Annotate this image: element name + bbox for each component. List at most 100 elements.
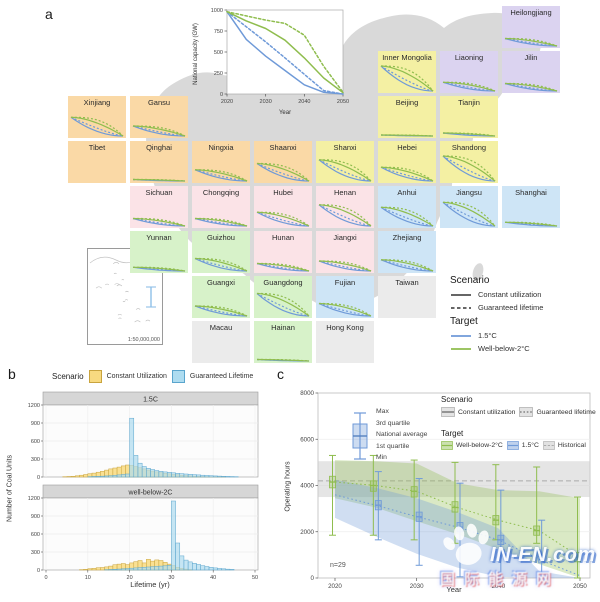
province-tile-hubei: Hubei <box>254 186 312 228</box>
province-sparkline <box>256 211 310 227</box>
province-tile-gansu: Gansu <box>130 96 188 138</box>
inset-x-axis-label: Year <box>279 110 291 116</box>
province-label: Henan <box>333 188 357 197</box>
province-tile-anhui: Anhui <box>378 186 436 228</box>
target-legend-title: Target <box>450 316 478 327</box>
sample-size-annotation: n=29 <box>330 562 346 569</box>
svg-text:2030: 2030 <box>410 583 424 590</box>
province-tile-jiangxi: Jiangxi <box>316 231 374 273</box>
national-capacity-series <box>226 10 344 94</box>
svg-text:0: 0 <box>220 92 223 98</box>
svg-text:0: 0 <box>311 575 315 582</box>
south-china-sea-inset: 1:50,000,000 <box>87 248 163 345</box>
province-tile-tianjin: Tianjin <box>440 96 498 138</box>
province-label: Jiangxi <box>333 233 357 242</box>
solid-line-icon <box>451 293 471 296</box>
panel-c-label: c <box>277 366 284 382</box>
province-tile-inner-mongolia: Inner Mongolia <box>378 51 436 93</box>
svg-text:50: 50 <box>252 575 258 581</box>
province-label: Taiwan <box>395 278 419 287</box>
legend-item-15c: 1.5°C <box>506 441 539 450</box>
province-tile-shaanxi: Shaanxi <box>254 141 312 183</box>
province-sparkline <box>380 65 434 92</box>
province-sparkline <box>318 260 372 272</box>
panel-a-label: a <box>45 6 53 22</box>
svg-text:8000: 8000 <box>300 390 314 397</box>
province-sparkline <box>194 257 248 272</box>
province-sparkline <box>442 81 496 92</box>
province-tile-heilongjiang: Heilongjiang <box>502 6 560 48</box>
dotted-ribbon-icon <box>519 407 534 417</box>
svg-text:20: 20 <box>127 575 133 581</box>
band-green <box>335 460 580 578</box>
national-capacity-series <box>226 10 344 95</box>
province-tile-henan: Henan <box>316 186 374 228</box>
province-label: Anhui <box>397 188 417 197</box>
province-label: Gansu <box>147 98 171 107</box>
svg-text:30: 30 <box>168 575 174 581</box>
legend-item-well-below-2c: Well-below-2°C <box>450 344 580 353</box>
histogram-y-axis-label: Number of Coal Units <box>6 455 14 522</box>
inset-y-axis-label: National capacity (GW) <box>193 23 199 85</box>
svg-text:0: 0 <box>44 575 47 581</box>
green-ribbon-icon <box>441 441 453 450</box>
national-capacity-series <box>226 10 344 94</box>
province-label: Hebei <box>397 143 417 152</box>
province-sparkline <box>194 305 248 317</box>
legend-item-guaranteed-lifetime: Guaranteed lifetime <box>519 407 596 417</box>
province-tile-guangdong: Guangdong <box>254 276 312 318</box>
province-label: Sichuan <box>145 188 173 197</box>
historical-band <box>318 461 590 498</box>
province-tile-beijing: Beijing <box>378 96 436 138</box>
province-label: Yunnan <box>146 233 172 242</box>
province-tile-shandong: Shandong <box>440 141 498 183</box>
boxplot-key: Max 3rd quartile National average 1st qu… <box>350 406 427 466</box>
histogram-x-axis-label: Lifetime (yr) <box>130 580 170 589</box>
province-tile-taiwan: Taiwan <box>378 276 436 318</box>
province-sparkline <box>442 155 496 182</box>
province-sparkline <box>194 217 248 227</box>
province-label: Heilongjiang <box>510 8 552 17</box>
province-tile-hunan: Hunan <box>254 231 312 273</box>
province-sparkline <box>380 166 434 182</box>
province-sparkline <box>132 125 186 137</box>
province-label: Tianjin <box>458 98 480 107</box>
lifetime-histograms-chart: 1.5C03006009001200well-below-2C030060090… <box>28 391 259 581</box>
province-tile-xinjiang: Xinjiang <box>68 96 126 138</box>
svg-text:2030: 2030 <box>260 99 272 105</box>
province-label: Qinghai <box>146 143 172 152</box>
province-label: Xinjiang <box>83 98 111 107</box>
map-scale-text: 1:50,000,000 <box>127 337 160 343</box>
province-label: Shaanxi <box>269 143 297 152</box>
province-tile-jiangsu: Jiangsu <box>440 186 498 228</box>
svg-text:well-below-2C: well-below-2C <box>128 490 173 497</box>
svg-text:6000: 6000 <box>300 436 314 443</box>
bars-guaranteed-lifetime <box>104 500 235 571</box>
province-tile-ningxia: Ningxia <box>192 141 250 183</box>
svg-text:600: 600 <box>31 532 40 538</box>
province-label: Liaoning <box>454 53 484 62</box>
province-sparkline <box>318 159 372 182</box>
province-label: Macau <box>209 323 233 332</box>
svg-text:2020: 2020 <box>328 583 342 590</box>
svg-text:250: 250 <box>214 71 223 77</box>
province-tile-yunnan: Yunnan <box>130 231 188 273</box>
svg-text:1.5C: 1.5C <box>143 397 158 404</box>
svg-text:300: 300 <box>31 550 40 556</box>
blue-line-icon <box>451 334 471 337</box>
province-tile-hebei: Hebei <box>378 141 436 183</box>
svg-text:600: 600 <box>31 439 40 445</box>
legend-item-15c: 1.5°C <box>450 331 580 340</box>
svg-text:1200: 1200 <box>28 403 40 409</box>
svg-text:900: 900 <box>31 514 40 520</box>
dashed-line-icon <box>451 306 471 309</box>
province-tile-hainan: Hainan <box>254 321 312 363</box>
scenario-legend-title: Scenario <box>450 275 490 286</box>
province-sparkline <box>132 178 186 182</box>
province-label: Shanghai <box>515 188 547 197</box>
province-sparkline <box>442 132 496 137</box>
province-sparkline <box>256 358 310 362</box>
province-label: Tibet <box>88 143 106 152</box>
national-capacity-series <box>226 10 344 95</box>
legend-item-constant-utilization: Constant utilization <box>441 407 515 417</box>
